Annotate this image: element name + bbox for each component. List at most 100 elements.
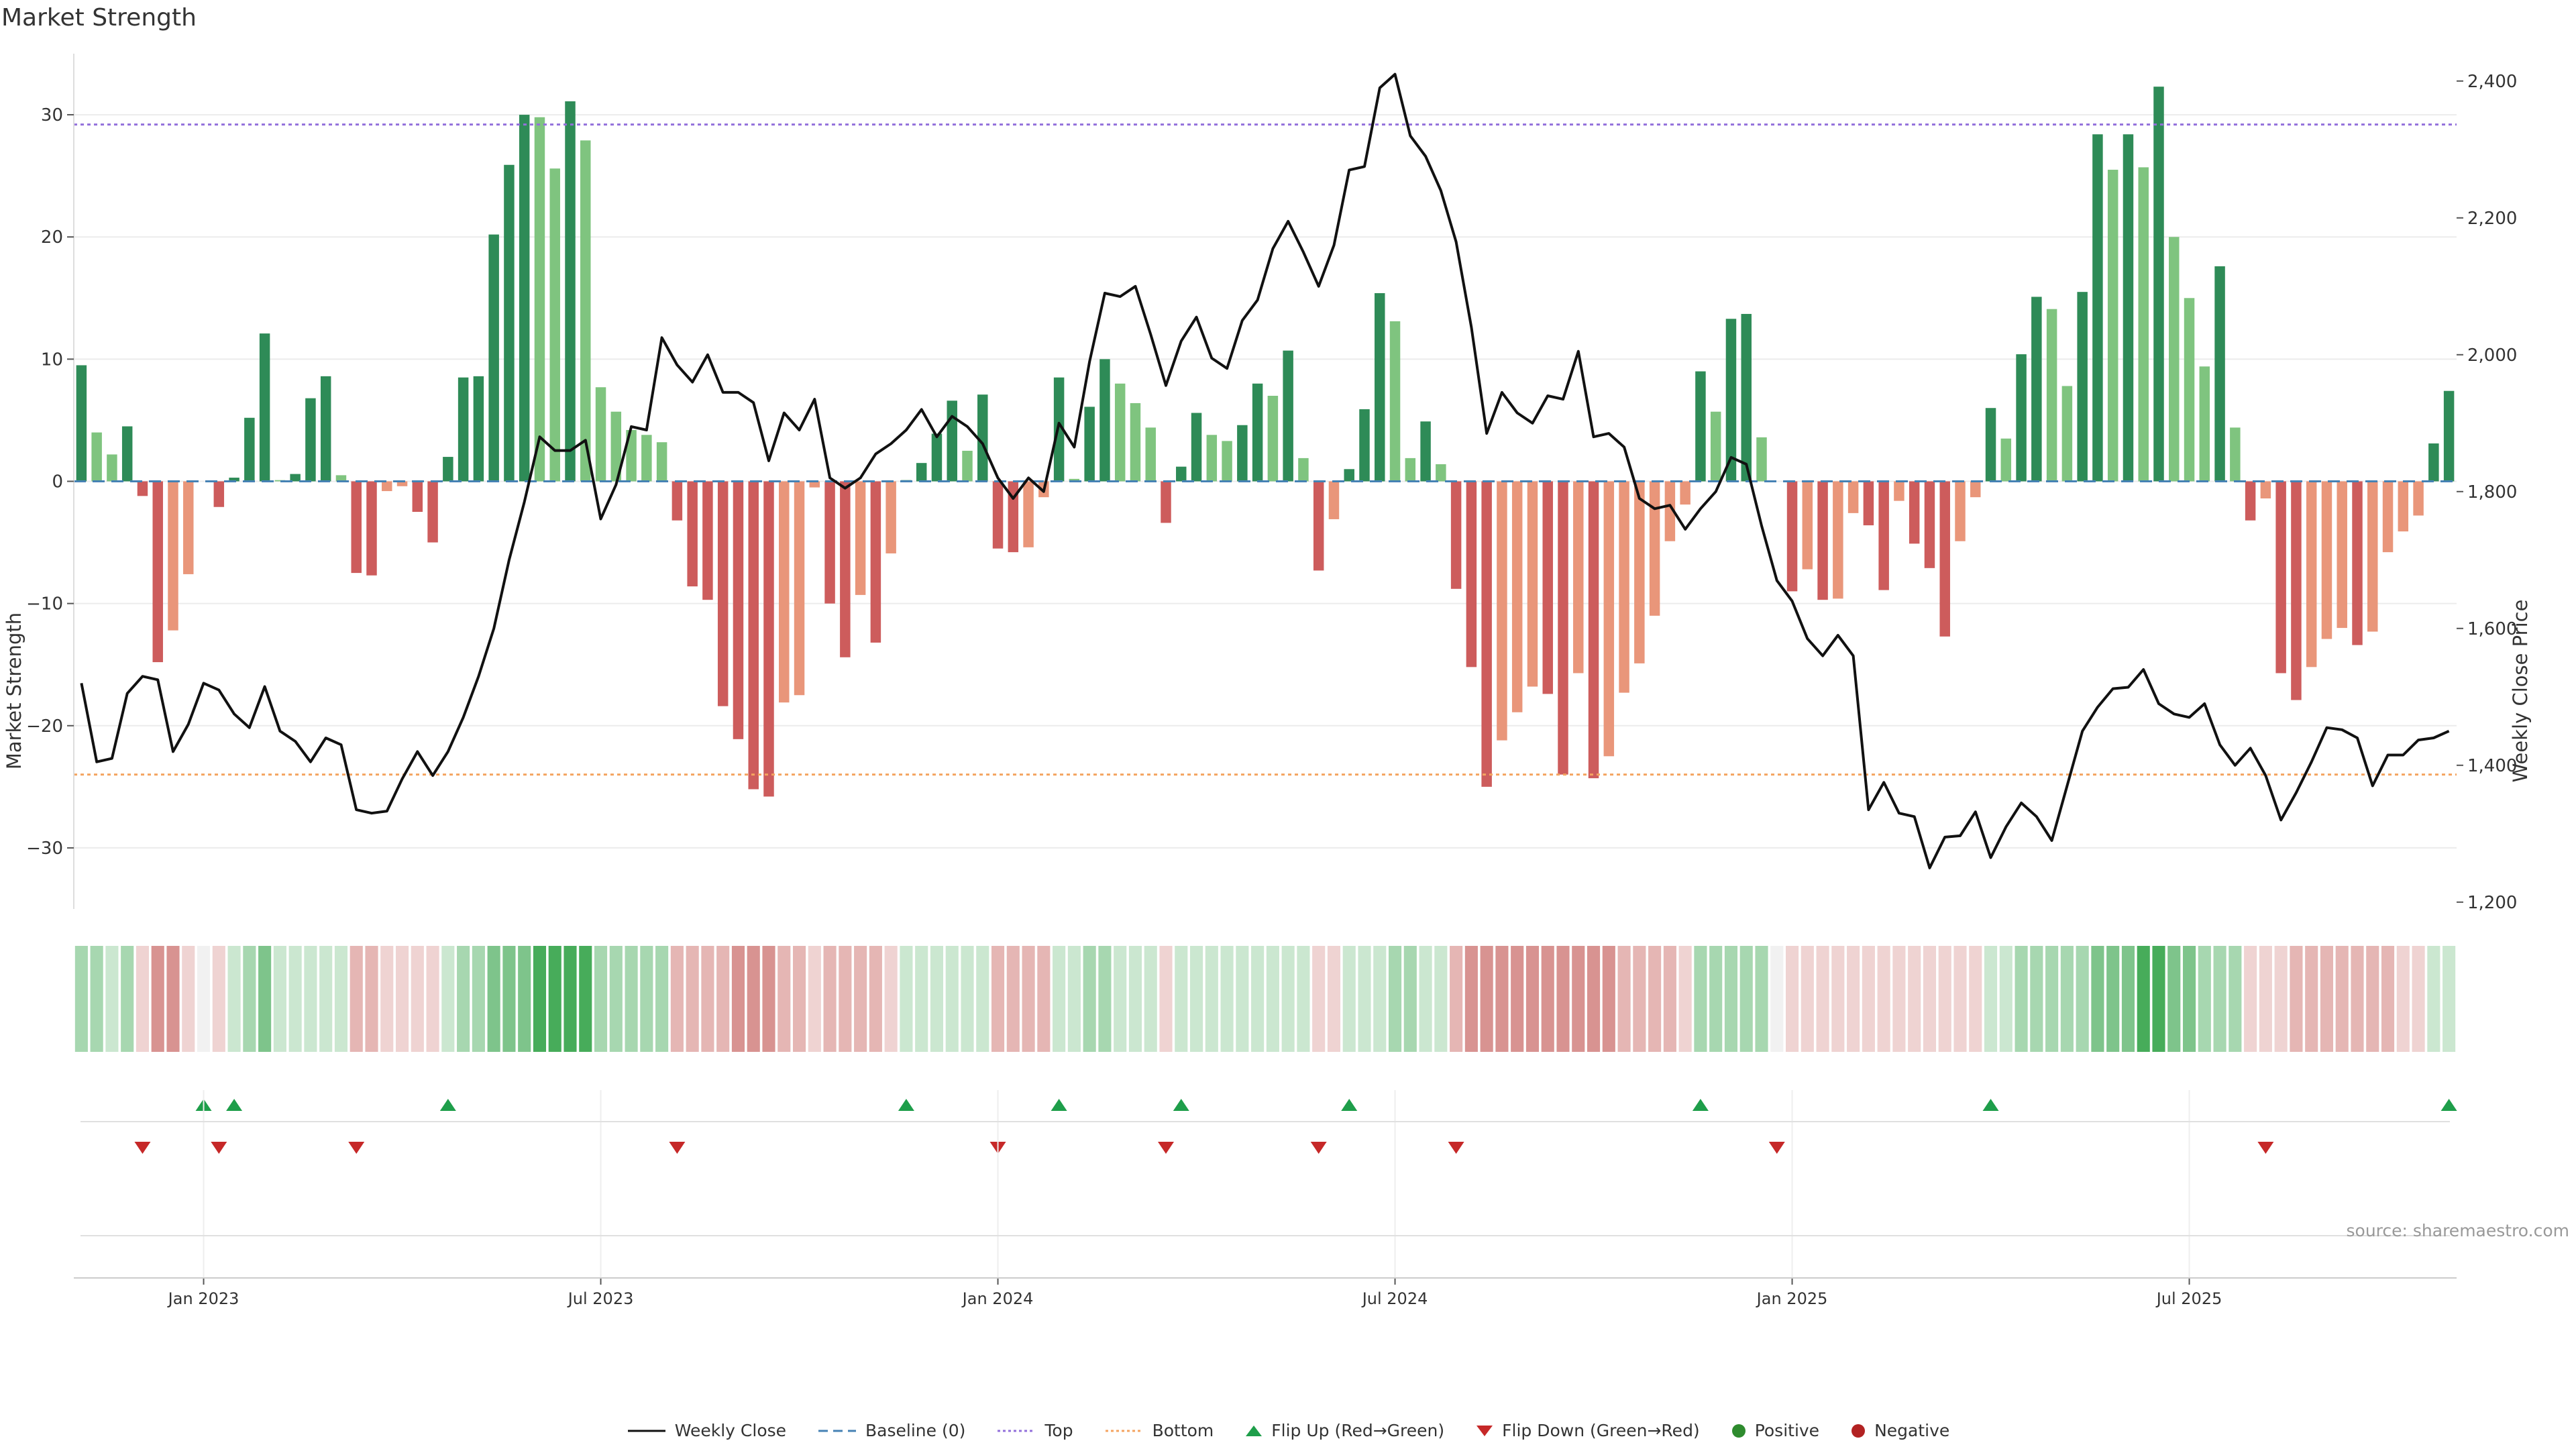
strength-bar bbox=[1878, 481, 1889, 590]
strength-bar bbox=[351, 481, 362, 574]
flip-up-marker bbox=[1051, 1099, 1067, 1111]
strength-bar bbox=[2184, 298, 2195, 482]
heat-cell bbox=[1464, 946, 1478, 1052]
strength-bar bbox=[1847, 481, 1859, 513]
x-tick-label: Jan 2023 bbox=[167, 1289, 239, 1308]
strength-bar bbox=[1206, 435, 1218, 482]
heat-cell bbox=[426, 946, 439, 1052]
heat-cell bbox=[334, 946, 348, 1052]
strength-bar bbox=[2214, 266, 2225, 482]
strength-bars bbox=[76, 87, 2455, 797]
y-tick-label: −20 bbox=[26, 716, 63, 737]
strength-bar bbox=[152, 481, 163, 663]
y-tick-label: 10 bbox=[41, 350, 63, 370]
legend-item-top[interactable]: Top bbox=[996, 1421, 1073, 1440]
legend-item-weekly-close[interactable]: Weekly Close bbox=[627, 1421, 786, 1440]
heat-cell bbox=[2335, 946, 2349, 1052]
y-axis-label-left: Market Strength bbox=[3, 612, 25, 770]
weekly-close-line bbox=[80, 72, 2450, 869]
strength-bar bbox=[168, 481, 178, 631]
heat-cell bbox=[1067, 946, 1081, 1052]
strength-bar bbox=[396, 481, 408, 486]
flip-down-marker bbox=[669, 1142, 686, 1154]
heat-cell bbox=[166, 946, 180, 1052]
heat-cell bbox=[1908, 946, 1921, 1052]
strength-bar bbox=[1237, 425, 1248, 482]
flip-markers bbox=[134, 1099, 2457, 1154]
heat-cell bbox=[395, 946, 409, 1052]
strength-bar bbox=[733, 481, 744, 739]
heat-cell bbox=[1633, 946, 1646, 1052]
strength-bar bbox=[2275, 481, 2286, 674]
strength-bar bbox=[2337, 481, 2347, 629]
baseline-swatch-icon bbox=[818, 1430, 857, 1432]
strength-bar bbox=[840, 481, 851, 657]
strength-bar bbox=[1176, 466, 1187, 482]
strength-bar bbox=[1695, 371, 1706, 482]
legend-item-positive[interactable]: Positive bbox=[1731, 1421, 1819, 1440]
heat-cell bbox=[1648, 946, 1662, 1052]
heat-cell bbox=[915, 946, 928, 1052]
heat-cell bbox=[1678, 946, 1692, 1052]
heat-cell bbox=[1327, 946, 1341, 1052]
y-tick-label: 0 bbox=[52, 472, 63, 492]
heat-cell bbox=[839, 946, 852, 1052]
heat-cell bbox=[2412, 946, 2425, 1052]
heat-cell bbox=[854, 946, 867, 1052]
heat-cell bbox=[2351, 946, 2364, 1052]
strength-bar bbox=[274, 480, 286, 482]
strength-bar bbox=[1436, 464, 1446, 482]
strength-bar bbox=[2000, 438, 2012, 482]
triangle-down-icon bbox=[1477, 1425, 1493, 1436]
negative-dot-icon bbox=[1851, 1424, 1866, 1438]
strength-bar bbox=[2398, 481, 2409, 532]
heat-cell bbox=[716, 946, 730, 1052]
heat-cell bbox=[1984, 946, 1998, 1052]
heat-cell bbox=[2396, 946, 2410, 1052]
strength-bar bbox=[1649, 481, 1660, 616]
strength-bar bbox=[1069, 478, 1080, 482]
legend-item-flip-up[interactable]: Flip Up (Red→Green) bbox=[1244, 1421, 1444, 1440]
heat-cell bbox=[686, 946, 699, 1052]
legend-label: Flip Down (Green→Red) bbox=[1502, 1421, 1700, 1440]
strength-bar bbox=[1786, 481, 1798, 592]
strength-bar bbox=[1023, 481, 1034, 547]
heat-cell bbox=[1006, 946, 1020, 1052]
legend: Weekly Close Baseline (0) Top Bottom Fli… bbox=[0, 1421, 2576, 1440]
heat-cell bbox=[961, 946, 974, 1052]
strength-bar bbox=[1619, 481, 1629, 693]
legend-item-negative[interactable]: Negative bbox=[1850, 1421, 1949, 1440]
heat-cell bbox=[731, 946, 745, 1052]
strength-bar bbox=[1008, 481, 1019, 553]
strength-bar bbox=[717, 481, 729, 706]
strength-bar bbox=[947, 400, 957, 482]
strength-bar bbox=[1985, 408, 1996, 482]
strength-bar bbox=[137, 481, 148, 496]
x-tick-label: Jul 2025 bbox=[2155, 1289, 2222, 1308]
x-tick-label: Jul 2023 bbox=[567, 1289, 634, 1308]
heat-cell bbox=[441, 946, 455, 1052]
heat-cell bbox=[2443, 946, 2456, 1052]
strength-bar bbox=[2016, 354, 2027, 482]
legend-item-flip-down[interactable]: Flip Down (Green→Red) bbox=[1475, 1421, 1700, 1440]
strength-bar bbox=[1542, 481, 1553, 694]
heat-cell bbox=[2213, 946, 2226, 1052]
strength-bar bbox=[519, 115, 530, 482]
heat-cell bbox=[304, 946, 317, 1052]
strength-bar bbox=[1725, 319, 1737, 482]
strength-bar bbox=[779, 481, 790, 703]
strength-bar bbox=[2199, 366, 2210, 482]
strength-bar bbox=[1664, 481, 1676, 541]
legend-item-baseline[interactable]: Baseline (0) bbox=[817, 1421, 965, 1440]
strength-bar bbox=[1603, 481, 1615, 757]
strength-bar bbox=[2245, 481, 2256, 521]
strength-bar bbox=[977, 394, 988, 482]
strength-bar bbox=[1420, 421, 1431, 482]
strength-bar bbox=[2107, 170, 2118, 482]
strength-bar bbox=[1405, 458, 1416, 482]
heat-cell bbox=[2121, 946, 2135, 1052]
legend-label: Bottom bbox=[1152, 1421, 1214, 1440]
legend-item-bottom[interactable]: Bottom bbox=[1104, 1421, 1214, 1440]
strength-bar bbox=[107, 454, 117, 482]
flip-down-marker bbox=[211, 1142, 227, 1154]
